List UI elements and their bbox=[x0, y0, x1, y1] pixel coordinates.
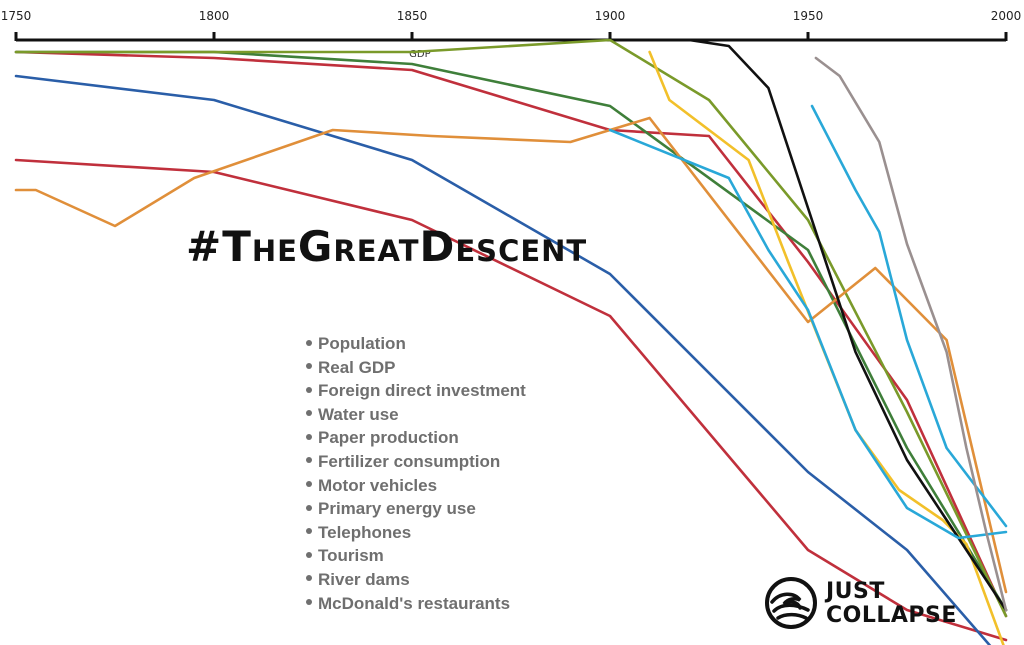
brand-wordmark: JUST COLLAPSE bbox=[826, 580, 957, 628]
legend-item-label: Motor vehicles bbox=[318, 475, 438, 495]
legend-item-label: Foreign direct investment bbox=[318, 381, 526, 401]
bullet-icon bbox=[306, 457, 312, 464]
bullet-icon bbox=[306, 339, 312, 346]
legend-item-label: Real GDP bbox=[318, 357, 396, 377]
legend-item: Real GDP bbox=[306, 356, 526, 380]
bullet-icon bbox=[306, 528, 312, 535]
x-tick-label: 1750 bbox=[1, 9, 32, 23]
legend-item-label: Paper production bbox=[318, 428, 459, 448]
legend-item-label: Primary energy use bbox=[318, 499, 476, 519]
bullet-icon bbox=[306, 363, 312, 370]
legend-item-label: River dams bbox=[318, 569, 410, 589]
legend-item-label: Fertilizer consumption bbox=[318, 451, 501, 471]
legend-item: Motor vehicles bbox=[306, 474, 526, 498]
legend-item-label: Telephones bbox=[318, 522, 412, 542]
legend-item: McDonald's restaurants bbox=[306, 592, 526, 616]
chart-annotation: GDP bbox=[409, 49, 430, 60]
series-line-9 bbox=[608, 128, 1008, 540]
legend-item: Tourism bbox=[306, 544, 526, 568]
series-line-7 bbox=[648, 50, 1005, 645]
brand-line-2: COLLAPSE bbox=[826, 603, 957, 628]
legend-item: River dams bbox=[306, 568, 526, 592]
series-line-6 bbox=[14, 116, 1008, 594]
bullet-icon bbox=[306, 433, 312, 440]
legend-item: Fertilizer consumption bbox=[306, 450, 526, 474]
bullet-icon bbox=[306, 551, 312, 558]
legend-item-label: Tourism bbox=[318, 546, 384, 566]
bullet-icon bbox=[306, 599, 312, 606]
legend-item-label: Water use bbox=[318, 404, 399, 424]
x-tick-label: 1900 bbox=[595, 9, 626, 23]
legend-item: Foreign direct investment bbox=[306, 379, 526, 403]
legend-item: Population bbox=[306, 332, 526, 356]
series-line-3 bbox=[14, 74, 992, 645]
legend-item: Water use bbox=[306, 403, 526, 427]
bullet-icon bbox=[306, 386, 312, 393]
bullet-icon bbox=[306, 504, 312, 511]
wave-logo-icon bbox=[765, 577, 817, 629]
legend-item-label: Population bbox=[318, 334, 406, 353]
brand-line-1: JUST bbox=[826, 579, 885, 604]
legend-list: Population Real GDP Foreign direct investm… bbox=[306, 332, 526, 615]
x-tick-label: 1800 bbox=[199, 9, 230, 23]
legend-item: Paper production bbox=[306, 426, 526, 450]
brand-logo: JUST COLLAPSE bbox=[764, 576, 957, 632]
bullet-icon bbox=[306, 481, 312, 488]
series-line-11 bbox=[814, 56, 1008, 612]
x-tick-label: 1950 bbox=[793, 9, 824, 23]
series-line-10 bbox=[810, 104, 1008, 528]
x-tick-label: 1850 bbox=[397, 9, 428, 23]
series-line-5 bbox=[14, 38, 1008, 618]
bullet-icon bbox=[306, 575, 312, 582]
x-tick-label: 2000 bbox=[991, 9, 1022, 23]
legend-item-label: McDonald's restaurants bbox=[318, 593, 511, 613]
bullet-icon bbox=[306, 410, 312, 417]
series-line-8 bbox=[648, 38, 1008, 612]
legend-item: Primary energy use bbox=[306, 497, 526, 521]
legend-item: Telephones bbox=[306, 521, 526, 545]
hashtag-title: #TheGreatDescent bbox=[186, 222, 588, 271]
